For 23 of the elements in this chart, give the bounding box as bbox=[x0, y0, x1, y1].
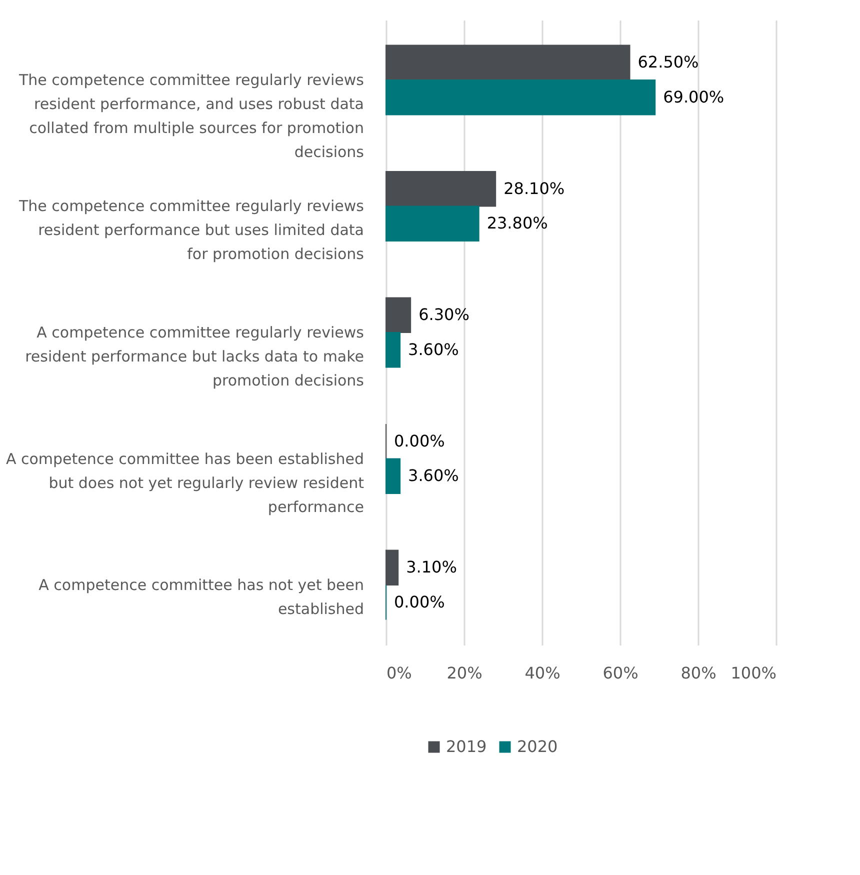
data-label: 3.60% bbox=[408, 466, 459, 486]
x-tick-label: 40% bbox=[524, 664, 560, 682]
x-tick-label: 80% bbox=[680, 664, 716, 682]
legend-label: 2020 bbox=[517, 737, 558, 756]
data-label: 62.50% bbox=[638, 52, 699, 72]
x-tick-label: 60% bbox=[602, 664, 638, 682]
data-label: 28.10% bbox=[504, 178, 565, 198]
y-tick-label: A competence committee regularly reviews resident performance but lacks data to make promotion decisions bbox=[25, 324, 364, 390]
y-tick-label: A competence committee has been established but does not yet regularly review resident performance bbox=[6, 450, 364, 516]
y-tick-label: The competence committee regularly reviews resident performance, and uses robust data collated from multiple sources for promotion decisions bbox=[18, 70, 364, 161]
x-tick-label: 20% bbox=[446, 664, 482, 682]
x-tick-label: 0% bbox=[386, 664, 412, 682]
legend-label: 2019 bbox=[446, 737, 487, 756]
y-tick-label: A competence committee has not yet been established bbox=[38, 576, 364, 618]
data-label: 0.00% bbox=[394, 592, 445, 612]
x-tick-label: 100% bbox=[730, 664, 776, 682]
data-label: 3.10% bbox=[406, 558, 457, 577]
data-label: 69.00% bbox=[663, 87, 724, 106]
data-label: 3.60% bbox=[408, 340, 459, 359]
data-label: 23.80% bbox=[486, 214, 548, 233]
data-label: 0.00% bbox=[394, 431, 445, 450]
data-label: 6.30% bbox=[418, 305, 470, 324]
y-tick-label: The competence committee regularly reviews resident performance but uses limited data for promotion decisions bbox=[18, 197, 364, 264]
